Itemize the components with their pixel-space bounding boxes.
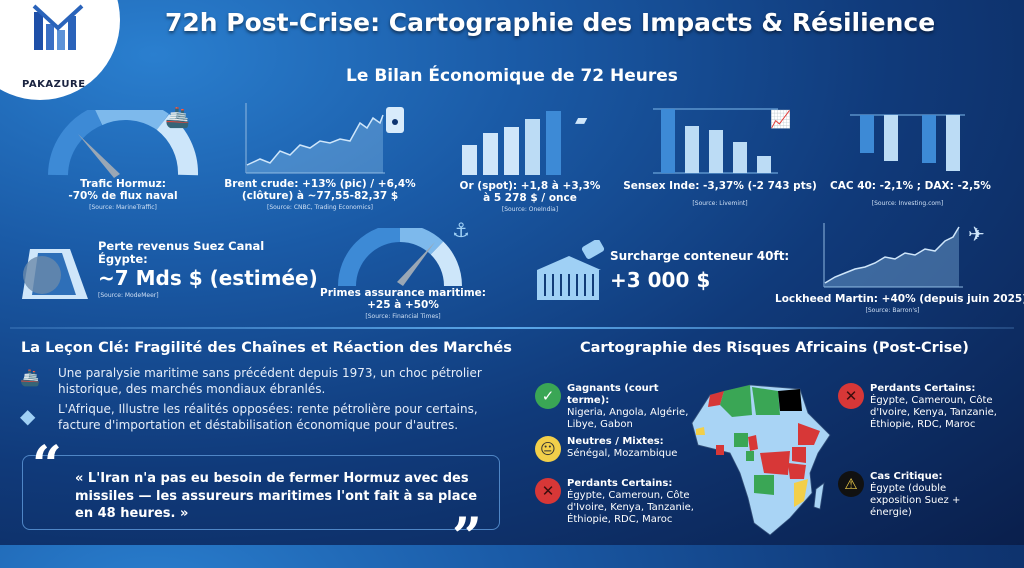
metric-lockheed: Lockheed Martin: +40% (depuis juin 2025)… — [775, 293, 1024, 315]
metric-insurance: Primes assurance maritime: +25 à +50% [So… — [320, 287, 486, 321]
brent-line-chart — [245, 103, 385, 174]
neutral-face-icon: 😐 — [535, 436, 561, 462]
quote-box — [22, 455, 500, 530]
price-tag-icon — [581, 240, 605, 259]
map-nigeria — [734, 433, 748, 447]
map-algeria — [720, 385, 752, 417]
africa-icon: ◆ — [20, 404, 36, 428]
gauge-needle — [397, 242, 435, 286]
legend-neutral: 😐 Neutres / Mixtes: Sénégal, Mozambique — [535, 436, 677, 462]
map-mozambique — [794, 479, 808, 507]
africa-heading: Cartographie des Risques Africains (Post… — [580, 340, 969, 356]
map-morocco — [708, 391, 724, 407]
x-icon: ✕ — [535, 478, 561, 504]
warning-icon: ⚠ — [838, 471, 864, 497]
metric-suez: Perte revenus Suez Canal Égypte: ~7 Mds … — [98, 239, 318, 300]
africa-risk-map — [691, 384, 831, 536]
lesson-bullet: L'Afrique, Illustre les réalités opposée… — [58, 402, 478, 432]
insurance-gauge — [338, 228, 463, 287]
metric-brent: Brent crude: +13% (pic) / +6,4% (clôture)… — [224, 178, 416, 212]
metric-sensex: Sensex Inde: -3,37% (-2 743 pts) [Source:… — [623, 180, 817, 208]
gold-bar-chart — [462, 111, 561, 175]
metric-gold: Or (spot): +1,8 à +3,3% à 5 278 $ / once … — [459, 180, 601, 214]
map-cameroon — [748, 435, 758, 451]
trend-up-icon: 📈 — [770, 110, 792, 130]
close-quote-icon: ” — [452, 507, 482, 568]
section-subtitle: Le Bilan Économique de 72 Heures — [346, 66, 678, 86]
fighter-jet-icon: ✈ — [968, 222, 985, 246]
page-title: 72h Post-Crise: Cartographie des Impacts… — [165, 8, 936, 37]
container-icon — [537, 240, 605, 300]
metric-container: Surcharge conteneur 40ft: +3 000 $ — [610, 249, 790, 292]
sensex-bar-chart — [653, 108, 778, 174]
ship-icon: 🚢 — [20, 368, 40, 387]
ship-icon: 🚢 — [165, 105, 190, 129]
gold-ingot-icon: ▰ — [575, 110, 588, 129]
map-ethiopia — [798, 423, 820, 445]
map-madagascar — [813, 482, 825, 510]
logo-icon — [32, 4, 84, 50]
lesson-bullet: Une paralysie maritime sans précédent de… — [58, 366, 482, 396]
section-divider — [10, 327, 1014, 329]
map-kenya — [792, 447, 806, 463]
legend-losers-right: ✕ Perdants Certains: Égypte, Cameroun, Cô… — [838, 383, 1020, 431]
oil-barrel-icon — [386, 107, 404, 133]
map-tanzania — [788, 463, 806, 479]
metric-hormuz: Trafic Hormuz: -70% de flux naval [Source… — [68, 178, 178, 212]
brand-name: PAKAZURE — [22, 79, 86, 90]
lesson-heading: La Leçon Clé: Fragilité des Chaînes et R… — [21, 340, 512, 356]
map-senegal — [696, 427, 705, 435]
map-cote-divoire — [716, 445, 724, 455]
hormuz-gauge — [48, 110, 198, 178]
suez-canal-icon — [22, 249, 88, 299]
map-angola — [754, 475, 774, 495]
anchor-icon: ⚓ — [452, 218, 470, 242]
legend-losers: ✕ Perdants Certains: Égypte, Cameroun, Cô… — [535, 478, 702, 526]
lockheed-line-chart — [823, 223, 963, 288]
quote-text: « L'Iran n'a pas eu besoin de fermer Hor… — [75, 471, 478, 522]
map-gabon — [746, 451, 754, 461]
cac-dax-bar-chart — [850, 114, 965, 171]
open-quote-icon: “ — [32, 435, 62, 496]
map-libya — [752, 387, 780, 415]
legend-winners: ✓ Gagnants (court terme): Nigeria, Angola… — [535, 383, 692, 431]
gauge-needle — [78, 134, 120, 178]
legend-critical: ⚠ Cas Critique: Égypte (double exposition… — [838, 471, 980, 519]
check-icon: ✓ — [535, 383, 561, 409]
x-icon: ✕ — [838, 383, 864, 409]
metric-cac-dax: CAC 40: -2,1% ; DAX: -2,5% [Source: Inves… — [830, 180, 991, 208]
map-egypt — [778, 389, 802, 411]
map-drc — [760, 451, 790, 475]
